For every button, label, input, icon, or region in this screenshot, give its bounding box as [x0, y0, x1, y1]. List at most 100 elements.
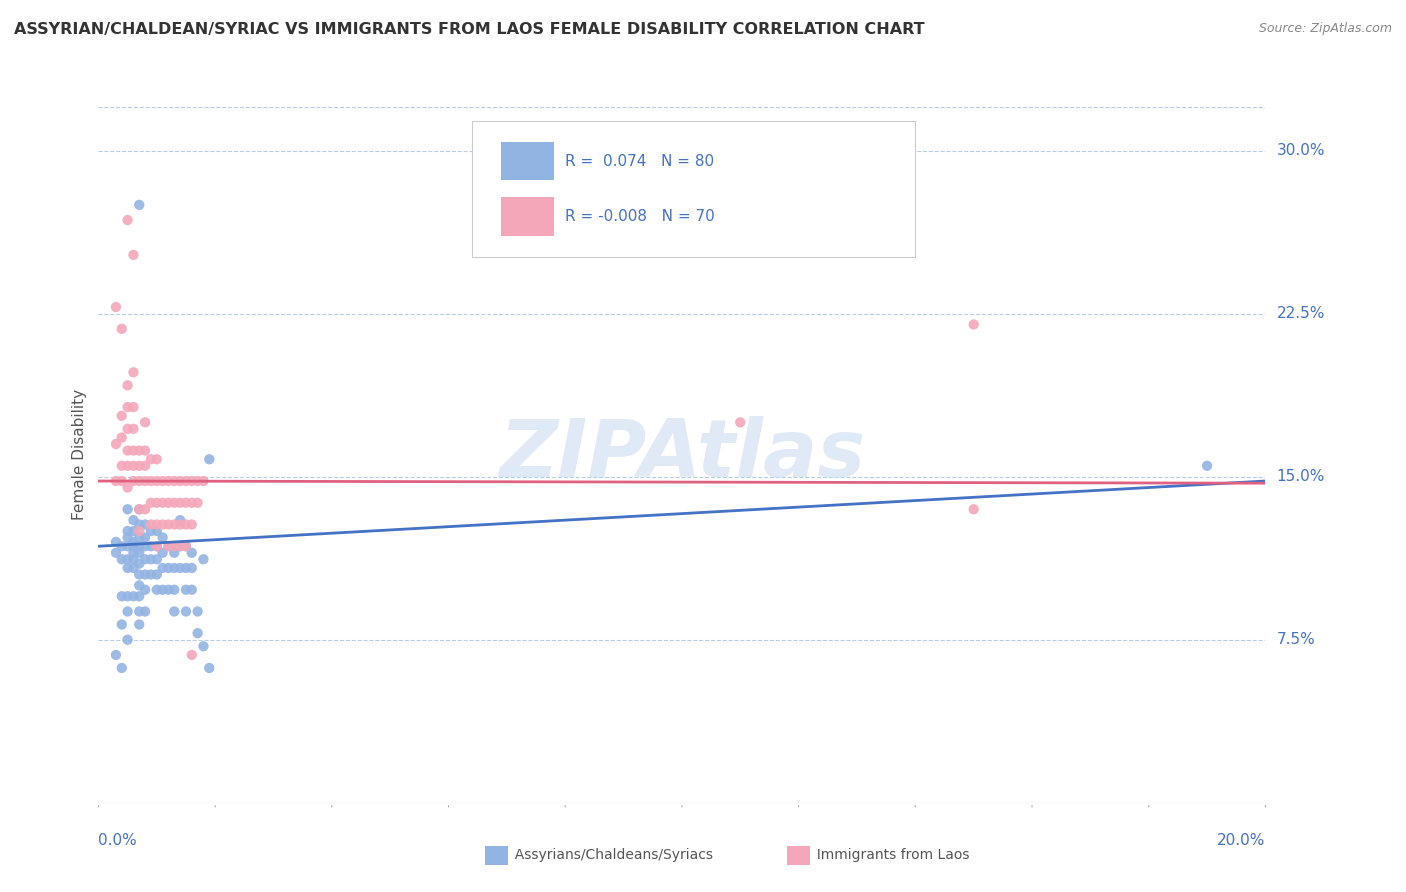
- Point: [128, 517, 150, 532]
- Point: [134, 502, 156, 516]
- Point: [122, 400, 145, 414]
- Text: R = -0.008   N = 70: R = -0.008 N = 70: [565, 210, 716, 225]
- Point: [128, 578, 150, 592]
- Point: [163, 539, 186, 553]
- Point: [180, 546, 202, 560]
- Point: [152, 531, 174, 545]
- Point: [157, 539, 180, 553]
- Point: [180, 474, 202, 488]
- Point: [187, 626, 209, 640]
- Point: [117, 632, 139, 647]
- Point: [117, 552, 139, 566]
- Point: [134, 517, 156, 532]
- Point: [111, 552, 134, 566]
- Point: [128, 198, 150, 212]
- Point: [187, 605, 209, 619]
- Point: [134, 415, 156, 429]
- Point: [128, 458, 150, 473]
- Point: [157, 561, 180, 575]
- Point: [169, 474, 191, 488]
- Point: [117, 443, 139, 458]
- Point: [163, 561, 186, 575]
- Point: [128, 502, 150, 516]
- Point: [134, 531, 156, 545]
- Point: [146, 524, 169, 538]
- Point: [117, 539, 139, 553]
- Point: [146, 474, 169, 488]
- Point: [187, 496, 209, 510]
- Text: Source: ZipAtlas.com: Source: ZipAtlas.com: [1258, 22, 1392, 36]
- Point: [111, 539, 134, 553]
- Point: [180, 517, 202, 532]
- Point: [163, 496, 186, 510]
- Point: [1195, 458, 1218, 473]
- Point: [117, 589, 139, 603]
- Point: [152, 496, 174, 510]
- Point: [157, 582, 180, 597]
- Point: [174, 517, 197, 532]
- Text: 20.0%: 20.0%: [1218, 833, 1265, 848]
- Point: [198, 661, 221, 675]
- Point: [134, 474, 156, 488]
- Point: [122, 589, 145, 603]
- Point: [180, 496, 202, 510]
- Point: [122, 513, 145, 527]
- Text: 0.0%: 0.0%: [98, 833, 138, 848]
- Point: [122, 365, 145, 379]
- Point: [128, 443, 150, 458]
- Point: [163, 517, 186, 532]
- Point: [134, 458, 156, 473]
- Point: [122, 524, 145, 538]
- Point: [174, 474, 197, 488]
- Point: [146, 452, 169, 467]
- Point: [193, 474, 215, 488]
- Point: [198, 452, 221, 467]
- Point: [117, 502, 139, 516]
- Point: [122, 552, 145, 566]
- FancyBboxPatch shape: [472, 121, 915, 257]
- FancyBboxPatch shape: [501, 197, 554, 235]
- Point: [122, 546, 145, 560]
- Point: [157, 474, 180, 488]
- Point: [117, 213, 139, 227]
- Text: ZIPAtlas: ZIPAtlas: [499, 416, 865, 494]
- Text: Immigrants from Laos: Immigrants from Laos: [808, 847, 970, 862]
- Point: [104, 474, 127, 488]
- Point: [139, 552, 162, 566]
- Point: [146, 496, 169, 510]
- Point: [111, 617, 134, 632]
- Point: [163, 582, 186, 597]
- Point: [128, 474, 150, 488]
- Point: [193, 552, 215, 566]
- Point: [134, 567, 156, 582]
- Y-axis label: Female Disability: Female Disability: [72, 389, 87, 521]
- Point: [122, 422, 145, 436]
- Point: [152, 546, 174, 560]
- Point: [104, 535, 127, 549]
- Point: [122, 561, 145, 575]
- Point: [139, 567, 162, 582]
- Point: [157, 517, 180, 532]
- Point: [104, 546, 127, 560]
- Point: [111, 431, 134, 445]
- Point: [122, 474, 145, 488]
- Point: [111, 458, 134, 473]
- Point: [157, 539, 180, 553]
- Point: [134, 605, 156, 619]
- Point: [139, 474, 162, 488]
- Text: 30.0%: 30.0%: [1277, 143, 1324, 158]
- Point: [157, 496, 180, 510]
- Point: [174, 582, 197, 597]
- Point: [146, 567, 169, 582]
- Text: R =  0.074   N = 80: R = 0.074 N = 80: [565, 153, 714, 169]
- Point: [169, 539, 191, 553]
- Point: [122, 248, 145, 262]
- Point: [128, 617, 150, 632]
- Point: [180, 648, 202, 662]
- Point: [128, 502, 150, 516]
- Point: [122, 458, 145, 473]
- Point: [174, 605, 197, 619]
- Text: 15.0%: 15.0%: [1277, 469, 1324, 484]
- Point: [152, 474, 174, 488]
- Point: [193, 639, 215, 653]
